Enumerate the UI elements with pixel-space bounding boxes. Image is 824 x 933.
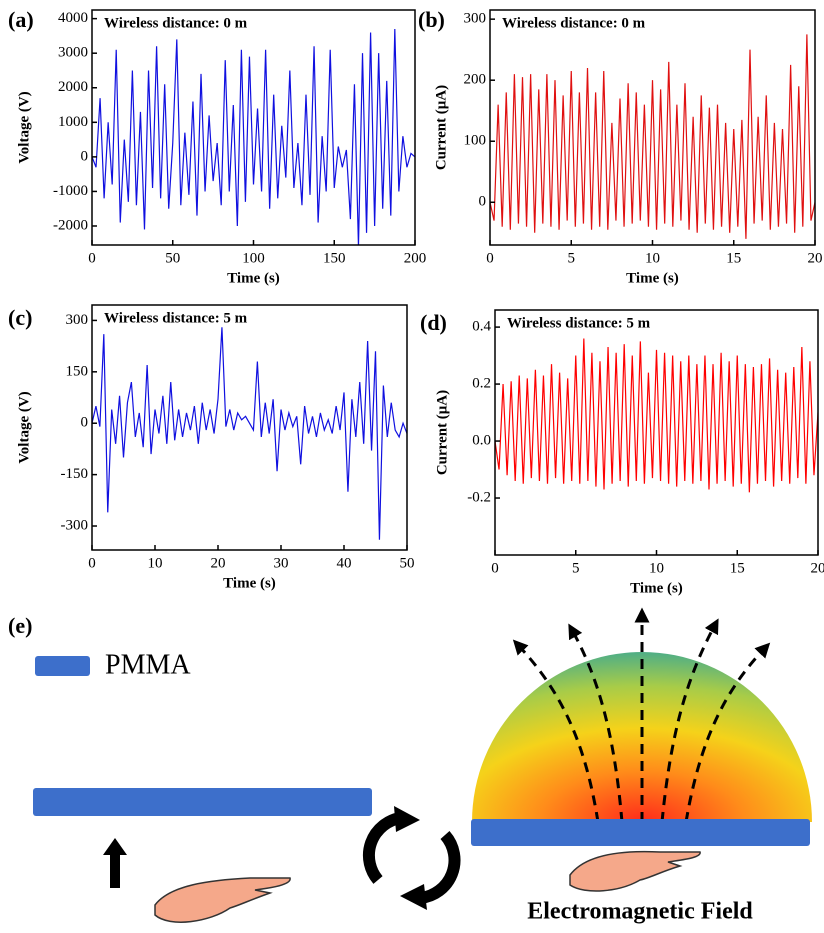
pmma-swatch bbox=[35, 656, 90, 676]
y-tick-label: 0.2 bbox=[472, 376, 491, 392]
pmma-plate bbox=[471, 819, 810, 846]
y-tick-label: -150 bbox=[61, 466, 89, 482]
annotation: Wireless distance: 0 m bbox=[502, 15, 646, 31]
y-tick-label: 4000 bbox=[58, 10, 88, 26]
x-tick-label: 50 bbox=[400, 555, 415, 571]
x-tick-label: 100 bbox=[242, 250, 265, 266]
annotation: Wireless distance: 0 m bbox=[104, 15, 248, 31]
y-tick-label: 3000 bbox=[58, 45, 88, 61]
y-tick-label: -1000 bbox=[53, 183, 88, 199]
cycle-arrow bbox=[362, 812, 402, 884]
plot-frame bbox=[91, 304, 408, 551]
y-tick-label: 300 bbox=[66, 312, 89, 328]
x-tick-label: 200 bbox=[404, 250, 427, 266]
x-tick-label: 30 bbox=[274, 555, 289, 571]
y-axis-label: Current (μA) bbox=[434, 390, 450, 475]
pmma-plate bbox=[33, 788, 372, 816]
data-line bbox=[490, 34, 815, 239]
y-axis-label: Current (μA) bbox=[433, 85, 449, 170]
y-tick-label: -300 bbox=[61, 517, 89, 533]
y-tick-label: 1000 bbox=[58, 114, 88, 130]
x-tick-label: 15 bbox=[726, 250, 741, 266]
panel-label: (a) bbox=[8, 7, 34, 32]
plot-frame bbox=[489, 9, 816, 246]
panel-label: (e) bbox=[8, 613, 32, 638]
caption: Electromagnetic Field bbox=[527, 899, 753, 925]
x-tick-label: 10 bbox=[645, 250, 660, 266]
diagram: (e) PMMA Electromagnetic Field bbox=[8, 607, 812, 925]
y-tick-label: 100 bbox=[464, 133, 487, 149]
plot-frame bbox=[494, 309, 819, 556]
cycle-arrowhead bbox=[400, 884, 427, 910]
panel-label: (d) bbox=[420, 310, 447, 335]
y-tick-label: 2000 bbox=[58, 79, 88, 95]
data-line bbox=[495, 338, 818, 493]
x-axis-label: Time (s) bbox=[223, 575, 276, 591]
hand bbox=[569, 850, 701, 892]
field-lines bbox=[512, 607, 771, 823]
x-tick-label: 0 bbox=[486, 250, 494, 266]
x-tick-label: 5 bbox=[572, 560, 580, 576]
y-tick-label: -0.2 bbox=[467, 489, 491, 505]
x-tick-label: 20 bbox=[811, 560, 824, 576]
x-tick-label: 20 bbox=[808, 250, 823, 266]
y-tick-label: 300 bbox=[464, 11, 487, 27]
y-tick-label: 0.4 bbox=[472, 319, 491, 335]
data-line bbox=[92, 28, 415, 245]
x-tick-label: 150 bbox=[323, 250, 346, 266]
x-tick-label: 10 bbox=[649, 560, 664, 576]
x-tick-label: 0 bbox=[88, 555, 96, 571]
x-tick-label: 40 bbox=[337, 555, 352, 571]
data-line bbox=[92, 327, 407, 540]
y-axis-label: Voltage (V) bbox=[16, 391, 32, 463]
annotation: Wireless distance: 5 m bbox=[104, 310, 248, 326]
y-tick-label: 0 bbox=[81, 148, 89, 164]
y-tick-label: 150 bbox=[66, 363, 89, 379]
x-tick-label: 10 bbox=[148, 555, 163, 571]
x-tick-label: 50 bbox=[165, 250, 180, 266]
annotation: Wireless distance: 5 m bbox=[507, 315, 651, 331]
y-tick-label: -2000 bbox=[53, 217, 88, 233]
panel-label: (b) bbox=[418, 7, 445, 32]
x-axis-label: Time (s) bbox=[227, 270, 280, 286]
panel-label: (c) bbox=[8, 305, 32, 330]
y-tick-label: 200 bbox=[464, 72, 487, 88]
x-axis-label: Time (s) bbox=[626, 270, 679, 286]
x-tick-label: 5 bbox=[568, 250, 576, 266]
x-tick-label: 15 bbox=[730, 560, 745, 576]
x-tick-label: 20 bbox=[211, 555, 226, 571]
x-tick-label: 0 bbox=[88, 250, 96, 266]
up-arrow bbox=[103, 838, 127, 888]
x-axis-label: Time (s) bbox=[630, 580, 683, 596]
cycle-arrow bbox=[419, 831, 461, 904]
hand bbox=[154, 877, 291, 923]
cycle-arrowhead bbox=[394, 806, 420, 832]
y-tick-label: 0 bbox=[81, 415, 89, 431]
y-tick-label: 0.0 bbox=[472, 432, 491, 448]
y-axis-label: Voltage (V) bbox=[16, 91, 32, 163]
x-tick-label: 0 bbox=[491, 560, 499, 576]
y-tick-label: 0 bbox=[479, 194, 487, 210]
legend-label: PMMA bbox=[105, 649, 191, 680]
